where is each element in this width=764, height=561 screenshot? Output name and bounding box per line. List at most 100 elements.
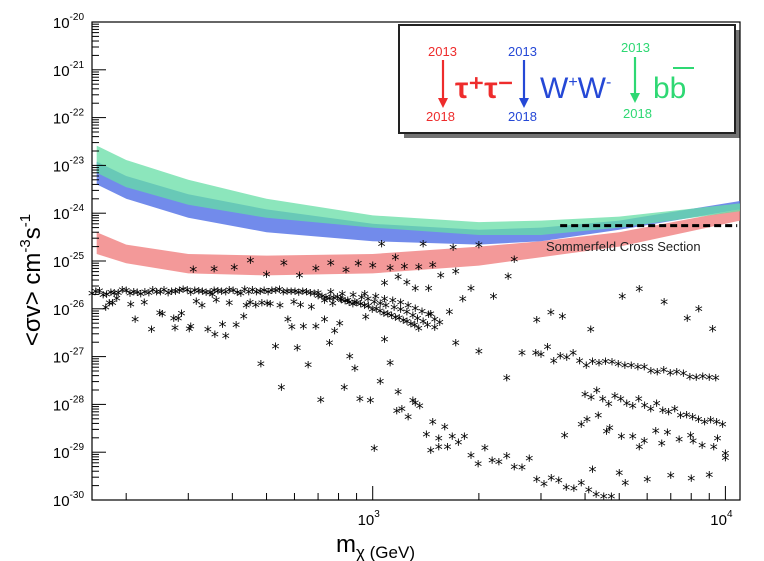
y-tick-label: 10-26 (53, 299, 85, 319)
scatter-point: * (595, 356, 603, 375)
scatter-point: * (422, 427, 430, 446)
scatter-point: * (237, 286, 245, 305)
scatter-point: * (174, 311, 182, 330)
scatter-point: * (582, 358, 590, 377)
scatter-point: * (263, 267, 271, 286)
scatter-point: * (425, 281, 433, 300)
scatter-point: * (178, 306, 186, 325)
scatter-point: * (225, 296, 233, 315)
scatter-point: * (156, 306, 164, 325)
scatter-point: * (295, 285, 303, 304)
scatter-point: * (191, 283, 199, 302)
scatter-point: * (362, 310, 370, 329)
scatter-point: * (686, 369, 694, 388)
scatter-point: * (606, 420, 614, 439)
scatter-point: * (550, 353, 558, 372)
scatter-point: * (602, 354, 610, 373)
scatter-point: * (698, 438, 706, 457)
legend-bb-to-year: 2018 (623, 106, 652, 121)
scatter-point: * (179, 282, 187, 301)
scatter-point: * (288, 319, 296, 338)
scatter-point: * (189, 262, 197, 281)
scatter-point: * (397, 295, 405, 314)
scatter-point: * (384, 307, 392, 326)
scatter-point: * (370, 441, 378, 460)
scatter-point: * (540, 477, 548, 496)
scatter-point: * (232, 317, 240, 336)
scatter-point: * (333, 290, 341, 309)
scatter-point: * (103, 287, 111, 306)
scatter-point: * (258, 296, 266, 315)
scatter-point: * (705, 468, 713, 487)
scatter-point: * (390, 300, 398, 319)
scatter-point: * (330, 291, 338, 310)
scatter-point: * (659, 403, 667, 422)
scatter-point: * (382, 298, 390, 317)
scatter-point: * (241, 282, 249, 301)
scatter-point: * (689, 433, 697, 452)
scatter-point: * (537, 347, 545, 366)
scatter-point: * (617, 429, 625, 448)
scatter-point: * (187, 285, 195, 304)
scatter-points: ****************************************… (88, 237, 729, 508)
scatter-point: * (635, 439, 643, 458)
scatter-point: * (229, 283, 237, 302)
scatter-point: * (607, 489, 615, 508)
scatter-point: * (563, 350, 571, 369)
scatter-point: * (340, 380, 348, 399)
scatter-point: * (589, 462, 597, 481)
scatter-point: * (195, 283, 203, 302)
scatter-point: * (158, 307, 166, 326)
scatter-point: * (92, 284, 100, 303)
scatter-point: * (667, 468, 675, 487)
scatter-point: * (409, 393, 417, 412)
scatter-point: * (99, 288, 107, 307)
scatter-point: * (416, 399, 424, 418)
scatter-point: * (589, 354, 597, 373)
scatter-point: * (411, 301, 419, 320)
scatter-point: * (246, 295, 254, 314)
scatter-point: * (467, 281, 475, 300)
scatter-point: * (437, 268, 445, 287)
legend-bb-label: bb (653, 72, 686, 105)
scatter-point: * (391, 310, 399, 329)
scatter-point: * (156, 285, 164, 304)
scatter-point: * (608, 354, 616, 373)
scatter-point: * (341, 293, 349, 312)
scatter-point: * (714, 431, 722, 450)
scatter-point: * (713, 414, 721, 433)
scatter-point: * (627, 358, 635, 377)
scatter-point: * (192, 294, 200, 313)
scatter-point: * (208, 287, 216, 306)
scatter-point: * (321, 293, 329, 312)
scatter-point: * (460, 429, 468, 448)
scatter-point: * (378, 237, 386, 256)
scatter-point: * (245, 285, 253, 304)
scatter-point: * (692, 370, 700, 389)
legend-bb-from-year: 2013 (621, 40, 650, 55)
scatter-point: * (344, 293, 352, 312)
scatter-point: * (701, 414, 709, 433)
scatter-point: * (533, 313, 541, 332)
scatter-point: * (673, 365, 681, 384)
scatter-point: * (277, 380, 285, 399)
scatter-point: * (419, 314, 427, 333)
scatter-point: * (431, 320, 439, 339)
scatter-point: * (592, 487, 600, 506)
scatter-point: * (415, 321, 423, 340)
y-axis-title: <σv> cm-3s-1 (17, 214, 46, 346)
scatter-point: * (399, 313, 407, 332)
y-tick-label: 10-22 (53, 108, 85, 128)
scatter-point: * (272, 339, 280, 358)
scatter-point: * (699, 369, 707, 388)
scatter-point: * (368, 302, 376, 321)
scatter-point: * (611, 388, 619, 407)
scatter-point: * (441, 420, 449, 439)
scatter-point: * (376, 303, 384, 322)
scatter-point: * (436, 315, 444, 334)
scatter-point: * (345, 295, 353, 314)
scatter-point: * (326, 291, 334, 310)
scatter-point: * (444, 439, 452, 458)
scatter-point: * (425, 307, 433, 326)
scatter-point: * (290, 294, 298, 313)
